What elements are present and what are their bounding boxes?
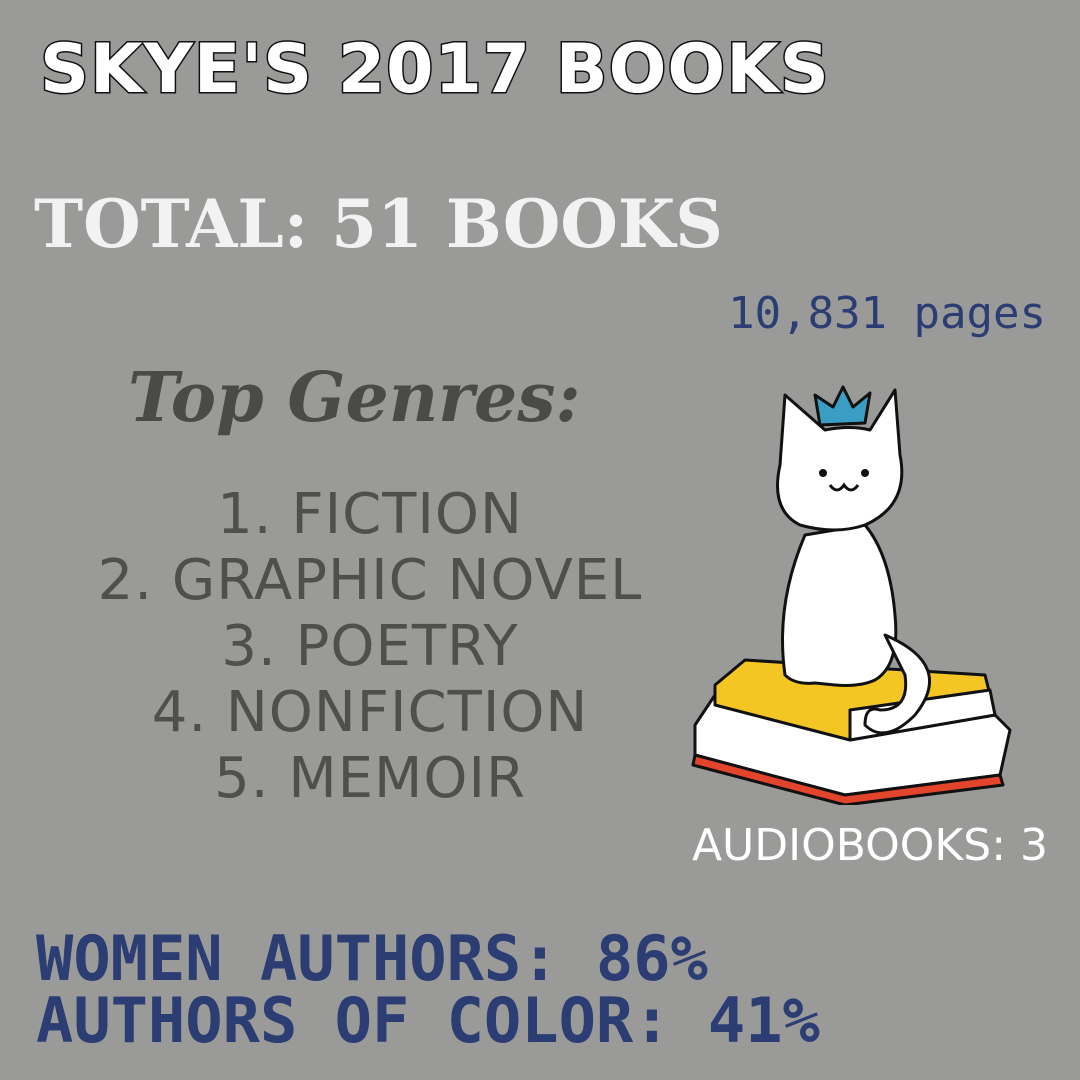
- genres-list: 1. FICTION 2. GRAPHIC NOVEL 3. POETRY 4.…: [30, 482, 710, 812]
- total-pages: 10,831 pages: [728, 288, 1046, 339]
- genres-heading: Top Genres:: [128, 358, 581, 438]
- cat-on-books-illustration: [691, 385, 1012, 805]
- page-title: SKYE'S 2017 BOOKS: [39, 29, 831, 111]
- genre-item: 5. MEMOIR: [214, 746, 526, 811]
- genre-item: 4. NONFICTION: [151, 680, 589, 745]
- women-authors-stat: WOMEN AUTHORS: 86%: [36, 922, 708, 995]
- genre-item: 3. POETRY: [221, 614, 519, 679]
- total-books: TOTAL: 51 BOOKS: [34, 185, 723, 263]
- authors-of-color-stat: AUTHORS OF COLOR: 41%: [36, 984, 820, 1057]
- audiobooks-count: AUDIOBOOKS: 3: [691, 820, 1048, 871]
- genre-item: 1. FICTION: [217, 482, 523, 547]
- genre-item: 2. GRAPHIC NOVEL: [97, 548, 643, 613]
